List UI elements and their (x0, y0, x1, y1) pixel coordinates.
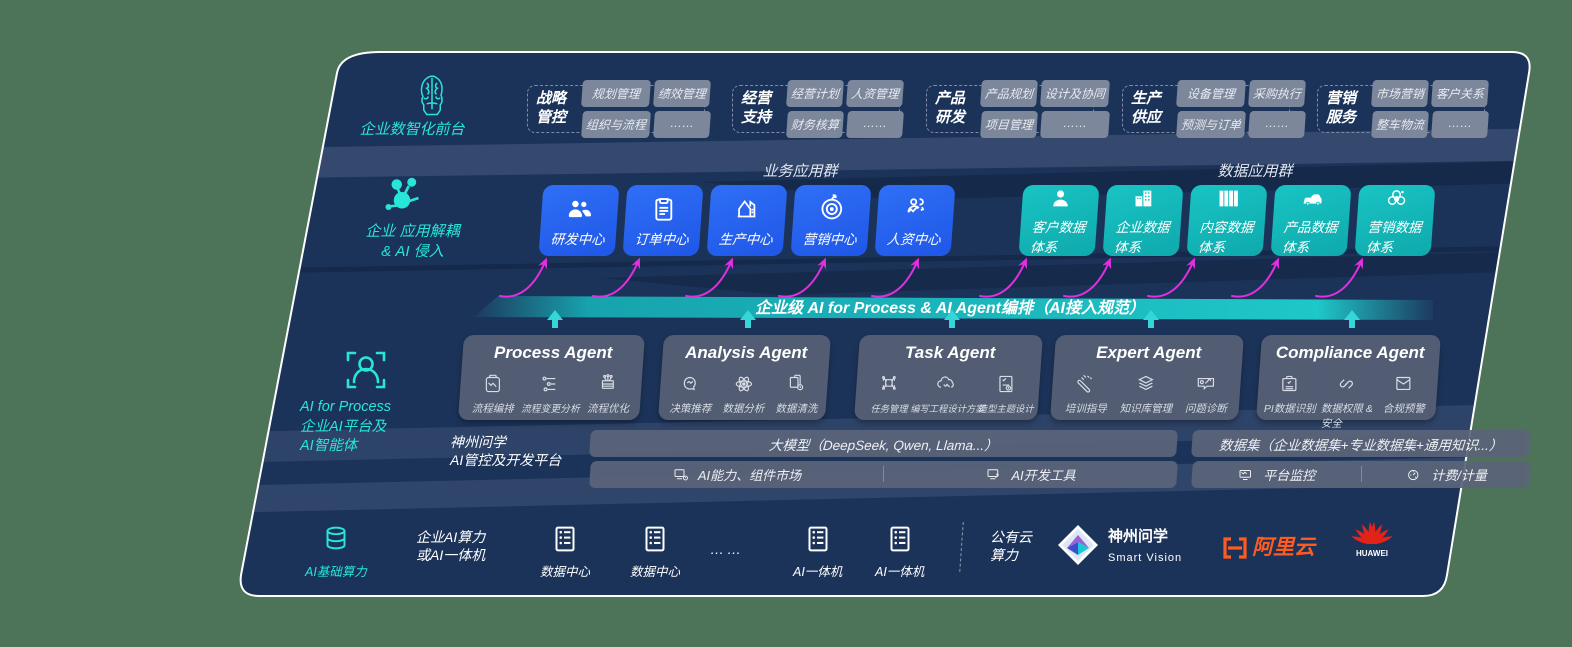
svg-text:HUAWEI: HUAWEI (1356, 549, 1388, 558)
